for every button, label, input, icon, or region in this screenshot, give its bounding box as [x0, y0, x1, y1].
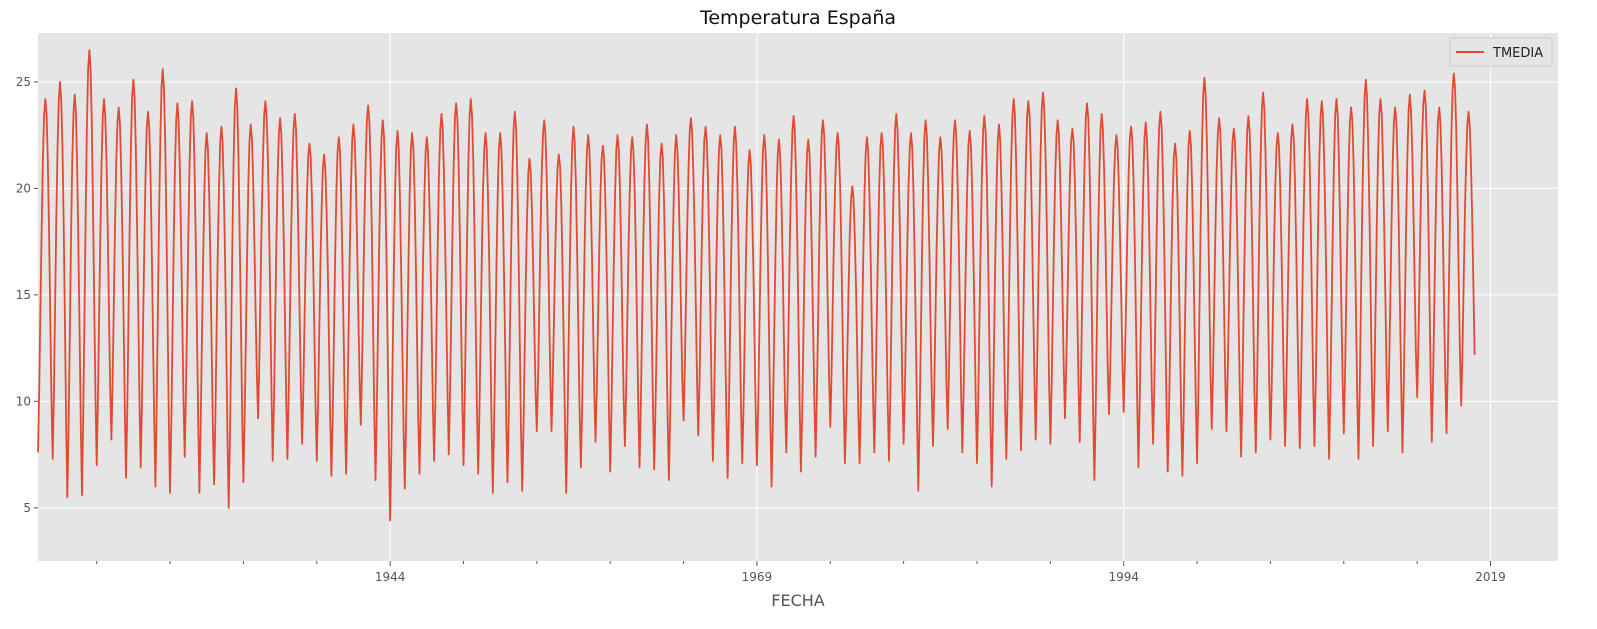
y-tick-label: 10: [16, 394, 31, 408]
series-line-tmedia: [37, 49, 1476, 522]
y-tick-label: 20: [16, 181, 31, 195]
legend-box: [1449, 37, 1553, 67]
x-tick-label: 2019: [1475, 570, 1506, 584]
x-tick-label: 1944: [375, 570, 406, 584]
y-tick-label: 25: [16, 75, 31, 89]
y-tick-label: 15: [16, 288, 31, 302]
chart-title: Temperatura España: [699, 7, 896, 29]
legend: TMEDIA: [1449, 37, 1553, 67]
y-tick-label: 5: [23, 501, 31, 515]
x-tick-label: 1994: [1108, 570, 1139, 584]
series-layer: [37, 49, 1476, 522]
x-tick-label: 1969: [742, 570, 773, 584]
legend-label-tmedia: TMEDIA: [1492, 46, 1543, 61]
x-axis-title: FECHA: [771, 591, 825, 610]
axes: 5 10 15 20 25 1944 1969 1994 2019: [16, 75, 1506, 584]
